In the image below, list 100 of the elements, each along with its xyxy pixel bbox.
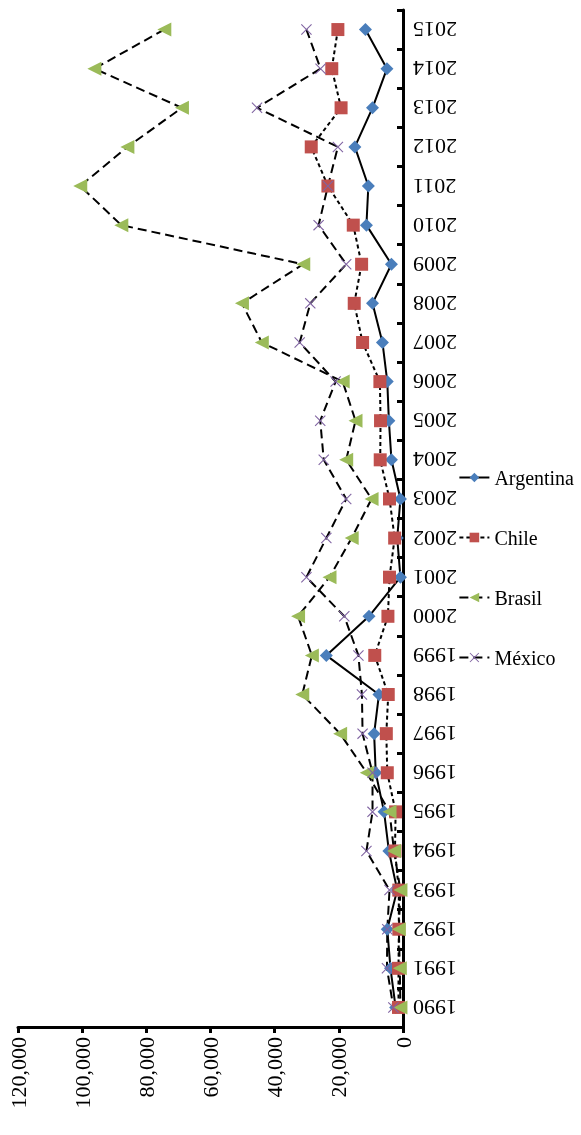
x-tick-label: 0 [390,1037,416,1048]
point [384,257,398,271]
point [382,804,397,819]
legend-label: México [494,646,556,669]
point [381,609,395,623]
point [234,296,249,311]
point [295,687,310,702]
point [313,219,325,231]
point [356,689,368,701]
point [344,531,359,546]
point [374,414,388,428]
point [348,413,363,428]
y-tick-label: 1994 [413,838,457,864]
point [367,767,379,779]
point [322,570,337,585]
x-tick-label: 100,000 [69,1037,95,1109]
point [319,648,333,662]
point [114,218,129,233]
point [87,61,102,76]
point [380,62,394,76]
y-tick-label: 2005 [413,408,457,434]
y-tick-label: 1995 [413,799,457,825]
point [379,727,393,741]
y-tick-label: 2004 [413,447,457,473]
point [120,139,135,154]
point [251,102,263,114]
point [368,648,382,662]
point [381,688,395,702]
x-tick-label: 20,000 [326,1037,352,1098]
point [366,101,380,115]
x-tick-label: 80,000 [133,1037,159,1098]
point [383,570,397,584]
y-tick-label: 2002 [413,525,457,551]
point [381,962,393,974]
y-tick-label: 2001 [413,564,457,590]
y-tick-label: 2010 [413,212,457,238]
point [335,374,350,389]
y-tick-label: 1992 [413,916,457,942]
point [318,454,330,466]
point [383,492,397,506]
point [367,806,379,818]
point [300,571,312,583]
point [373,375,387,389]
point [296,257,311,272]
point [73,179,88,194]
point [373,453,387,467]
y-tick-label: 2014 [413,56,457,82]
y-tick-label: 2015 [413,17,457,43]
point [346,218,360,232]
y-tick-label: 1991 [413,955,457,981]
point [367,727,381,741]
y-tick-label: 2013 [413,95,457,121]
point [347,296,361,310]
x-tick-label: 40,000 [262,1037,288,1098]
point [361,179,375,193]
y-tick-label: 2009 [413,251,457,277]
point [359,218,373,232]
point [332,141,344,153]
point [384,884,396,896]
y-tick-label: 2007 [413,329,457,355]
point [157,22,172,37]
point [338,610,350,622]
y-tick-label: 1993 [413,877,457,903]
y-tick-label: 1999 [413,642,457,668]
point [304,648,319,663]
x-tick-label: 120,000 [5,1037,31,1109]
y-tick-label: 2006 [413,369,457,395]
point [366,296,380,310]
point [384,453,398,467]
point [340,258,352,270]
legend-label: Chile [494,526,538,549]
y-tick-label: 2003 [413,486,457,512]
point [362,609,376,623]
point [304,140,318,154]
point [340,493,352,505]
point [364,491,379,506]
point [174,100,189,115]
point [333,726,348,741]
point [348,140,362,154]
point [334,101,348,115]
point [339,452,354,467]
legend-label: Brasil [494,586,543,609]
y-tick-label: 1997 [413,721,457,747]
y-tick-label: 2011 [413,173,457,199]
point [356,335,370,349]
point [314,415,326,427]
point [380,766,394,780]
point [291,609,306,624]
x-tick-label: 60,000 [198,1037,223,1098]
point [360,845,372,857]
point [320,532,332,544]
point [375,335,389,349]
point [355,257,369,271]
y-tick-label: 1990 [413,994,457,1020]
y-tick-label: 2012 [413,134,457,160]
point [254,335,269,350]
point [304,297,316,309]
y-tick-label: 2000 [413,603,457,629]
y-tick-label: 2008 [413,290,457,316]
legend-label: Argentina [494,466,575,490]
